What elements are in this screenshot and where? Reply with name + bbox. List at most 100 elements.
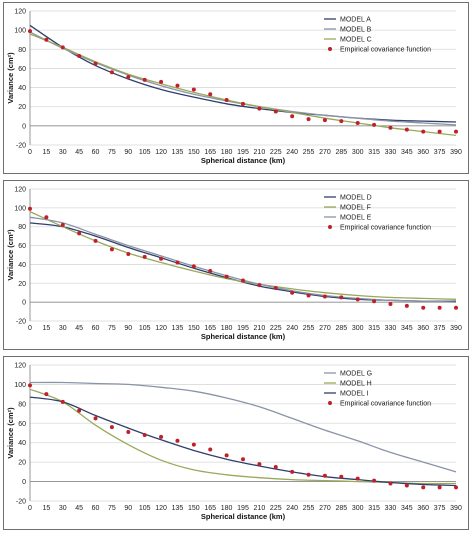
data-point [421, 485, 426, 490]
data-point [372, 122, 377, 127]
data-point [306, 293, 311, 298]
data-point [454, 129, 458, 134]
x-tick-label: 270 [319, 149, 331, 156]
x-tick-label: 165 [204, 325, 216, 332]
x-tick-label: 240 [286, 325, 298, 332]
y-tick-label: 100 [14, 28, 26, 35]
data-point [191, 264, 196, 269]
x-tick-label: 300 [352, 325, 364, 332]
x-axis-title: Spherical distance (km) [201, 332, 286, 341]
y-tick-label: -20 [16, 499, 26, 506]
legend-label: Empirical covariance function [340, 401, 431, 408]
chart-panel-2: -20 0 20 40 60 80 100 120 0 15 30 45 60 75 90 105 120 135… [3, 180, 469, 350]
x-tick-label: 150 [188, 505, 200, 512]
chart-panel-1: -20 0 20 40 60 80 100 120 0 15 30 45 60 75 90 105 120 135… [3, 2, 469, 174]
x-tick-label: 135 [172, 325, 184, 332]
data-point [372, 478, 377, 483]
x-tick-label: 45 [75, 325, 83, 332]
x-tick-label: 390 [450, 325, 462, 332]
data-point [355, 297, 360, 302]
data-point [159, 434, 164, 439]
data-point [224, 98, 229, 103]
y-axis-title: Variance (cm²) [6, 407, 15, 459]
data-point [159, 256, 164, 261]
x-tick-label: 315 [368, 149, 380, 156]
x-tick-label: 315 [368, 505, 380, 512]
x-tick-label: 225 [270, 325, 282, 332]
data-point [306, 117, 311, 122]
y-tick-label: 0 [22, 479, 26, 486]
x-tick-label: 0 [28, 505, 32, 512]
data-point [241, 278, 245, 283]
x-tick-label: 225 [270, 149, 282, 156]
x-tick-label: 105 [139, 505, 151, 512]
legend-label: Empirical covariance function [340, 225, 431, 232]
data-point [388, 125, 393, 130]
legend-label: MODEL B [340, 27, 372, 34]
data-point [241, 457, 245, 462]
x-tick-label: 165 [204, 149, 216, 156]
x-tick-label: 270 [319, 505, 331, 512]
y-tick-label: 120 [14, 187, 26, 194]
y-tick-label: -20 [16, 319, 26, 326]
y-axis-title: Variance (cm²) [6, 52, 15, 104]
data-point [109, 70, 114, 75]
x-tick-label: 120 [155, 325, 167, 332]
data-point [175, 260, 180, 265]
y-tick-label: 40 [18, 85, 26, 92]
data-point [404, 127, 409, 132]
x-tick-label: 240 [286, 149, 298, 156]
data-point [290, 469, 295, 474]
x-tick-label: 15 [42, 149, 50, 156]
legend-label: MODEL H [340, 381, 372, 388]
x-tick-label: 45 [75, 505, 83, 512]
x-axis-title: Spherical distance (km) [201, 156, 286, 165]
y-tick-label: 120 [14, 363, 26, 370]
y-tick-label: 60 [18, 66, 26, 73]
x-tick-label: 0 [28, 149, 32, 156]
x-tick-label: 15 [42, 325, 50, 332]
data-point [224, 274, 229, 279]
x-tick-label: 135 [172, 505, 184, 512]
data-point [339, 119, 344, 124]
x-tick-label: 360 [417, 505, 429, 512]
y-tick-label: 60 [18, 421, 26, 428]
data-point [109, 425, 114, 430]
x-tick-label: 285 [335, 325, 347, 332]
x-tick-label: 255 [303, 505, 315, 512]
x-tick-label: 240 [286, 505, 298, 512]
x-tick-label: 285 [335, 149, 347, 156]
data-point [44, 37, 49, 42]
legend-label: MODEL A [340, 17, 371, 24]
data-point [322, 294, 327, 299]
x-tick-label: 90 [124, 325, 132, 332]
x-tick-label: 210 [254, 149, 266, 156]
x-tick-label: 75 [108, 149, 116, 156]
data-point [126, 252, 131, 257]
data-point [77, 231, 82, 236]
data-point [437, 305, 442, 310]
x-tick-label: 30 [59, 505, 67, 512]
x-tick-label: 375 [434, 325, 446, 332]
x-axis-title: Spherical distance (km) [201, 512, 286, 521]
x-tick-label: 330 [385, 149, 397, 156]
data-point [208, 92, 213, 97]
x-tick-label: 195 [237, 505, 249, 512]
data-point [273, 109, 278, 114]
data-point [404, 483, 409, 488]
data-point [290, 114, 295, 119]
data-point [126, 75, 131, 80]
x-tick-label: 180 [221, 149, 233, 156]
x-tick-label: 75 [108, 505, 116, 512]
data-point [191, 87, 196, 92]
x-tick-label: 360 [417, 325, 429, 332]
data-point [355, 120, 360, 125]
data-point [241, 101, 245, 106]
x-tick-label: 165 [204, 505, 216, 512]
y-tick-label: 0 [22, 300, 26, 307]
legend-label: MODEL G [340, 371, 372, 378]
x-tick-label: 330 [385, 505, 397, 512]
data-point [257, 106, 262, 111]
